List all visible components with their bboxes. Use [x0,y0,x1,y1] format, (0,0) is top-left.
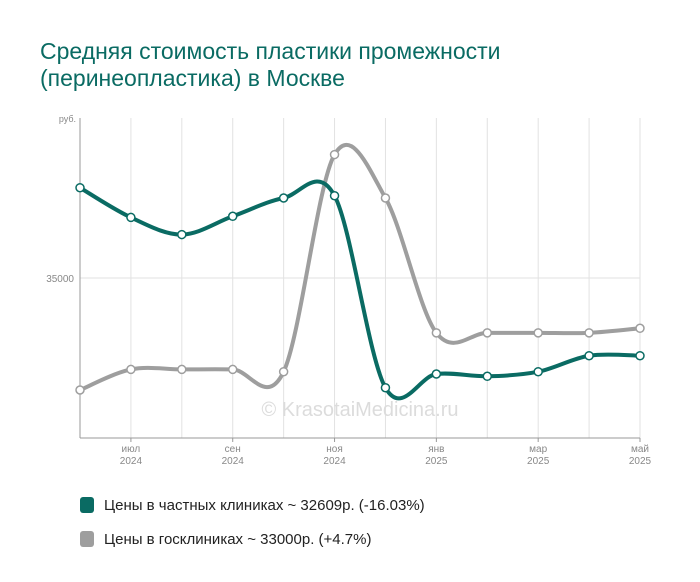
y-unit-label: руб. [59,114,76,124]
legend-label-public: Цены в госклиниках ~ 33000р. (+4.7%) [104,530,372,548]
x-tick-year-label: 2024 [222,456,245,467]
x-tick-year-label: 2025 [527,456,550,467]
x-tick-year-label: 2024 [323,456,346,467]
data-point [227,211,238,222]
x-tick-month-label: мар [529,444,547,455]
data-point [635,323,645,334]
data-point [431,328,442,338]
x-tick-month-label: июл [122,444,141,455]
data-point [584,350,594,361]
x-tick-year-label: 2025 [425,456,448,467]
series-1-group [78,143,642,392]
data-point [635,350,645,361]
legend-swatch-public [80,531,94,547]
data-point [431,369,442,379]
data-point [126,212,136,223]
series-0-group [78,179,642,401]
data-point [533,366,543,377]
chart-legend: Цены в частных клиниках ~ 32609р. (-16.0… [80,488,425,556]
data-point [380,382,391,393]
chart-title: Средняя стоимость пластики промежности (… [40,38,501,91]
x-tick-year-label: 2025 [629,456,652,467]
x-tick-month-label: янв [428,444,444,455]
legend-label-private: Цены в частных клиниках ~ 32609р. (-16.0… [104,496,425,514]
series-line [78,143,642,392]
data-point [329,190,340,201]
watermark-text: © KrasotaiMedicina.ru [261,399,458,421]
data-point [380,193,391,203]
data-point [329,149,340,160]
legend-swatch-private [80,497,94,513]
legend-item-private[interactable]: Цены в частных клиниках ~ 32609р. (-16.0… [80,488,425,522]
legend-item-public[interactable]: Цены в госклиниках ~ 33000р. (+4.7%) [80,522,425,556]
data-point [177,364,187,375]
data-point [278,366,289,377]
x-tick-month-label: май [631,444,649,455]
data-point [533,328,543,338]
series-line [78,179,642,401]
line-chart: 35000руб.июл2024сен2024ноя2024янв2025мар… [46,114,652,467]
x-tick-month-label: ноя [326,444,343,455]
data-point [75,385,85,395]
y-tick-label: 35000 [46,274,74,285]
data-point [482,371,493,382]
data-point [227,364,238,375]
data-point [278,193,289,203]
x-tick-year-label: 2024 [120,456,143,467]
data-point [482,328,493,338]
data-point [126,364,136,375]
data-point [75,182,85,193]
x-tick-month-label: сен [225,444,241,455]
data-point [584,328,594,338]
data-point [177,229,187,240]
